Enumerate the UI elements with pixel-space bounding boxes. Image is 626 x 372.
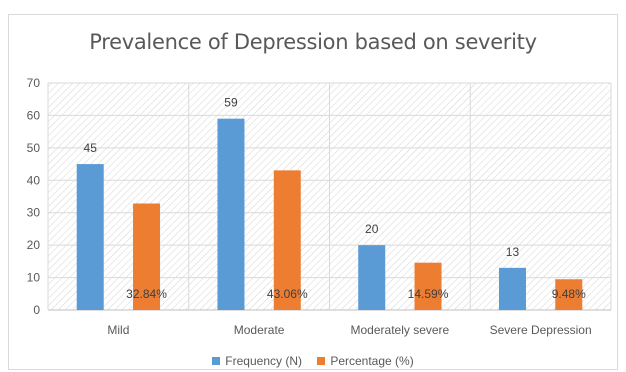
y-tick-label: 50 <box>27 141 41 155</box>
data-label-percentage: 32.84% <box>126 287 167 301</box>
y-tick-label: 40 <box>27 173 41 187</box>
data-label-frequency: 13 <box>506 245 520 259</box>
data-label-percentage: 43.06% <box>267 287 308 301</box>
data-label-percentage: 9.48% <box>552 287 586 301</box>
y-tick-label: 30 <box>27 206 41 220</box>
legend-swatch-frequency <box>212 357 221 365</box>
y-tick-label: 60 <box>27 108 41 122</box>
bar-percentage <box>133 203 161 310</box>
legend: Frequency (N) Percentage (%) <box>0 354 626 368</box>
bar-frequency <box>217 118 245 311</box>
legend-swatch-percentage <box>317 357 326 365</box>
data-label-frequency: 45 <box>84 141 98 155</box>
data-label-frequency: 20 <box>365 222 379 236</box>
y-tick-label: 0 <box>33 303 40 317</box>
data-label-frequency: 59 <box>224 96 238 110</box>
y-tick-label: 70 <box>27 76 41 90</box>
chart-title: Prevalence of Depression based on severi… <box>89 30 537 54</box>
bar-percentage <box>273 170 301 310</box>
bar-percentage <box>555 279 583 310</box>
legend-item-frequency: Frequency (N) <box>212 354 302 368</box>
x-tick-label: Mild <box>107 323 129 337</box>
legend-label-percentage: Percentage (%) <box>330 354 414 368</box>
y-tick-label: 20 <box>27 238 41 252</box>
legend-item-percentage: Percentage (%) <box>317 354 414 368</box>
bar-percentage <box>414 262 442 310</box>
y-tick-label: 10 <box>27 271 41 285</box>
bar-frequency <box>76 164 104 310</box>
x-tick-label: Moderate <box>234 323 285 337</box>
data-label-percentage: 14.59% <box>408 287 449 301</box>
bar-frequency <box>498 267 526 310</box>
x-tick-label: Moderately severe <box>351 323 450 337</box>
legend-label-frequency: Frequency (N) <box>225 354 302 368</box>
x-tick-label: Severe Depression <box>490 323 592 337</box>
bar-frequency <box>358 245 386 310</box>
